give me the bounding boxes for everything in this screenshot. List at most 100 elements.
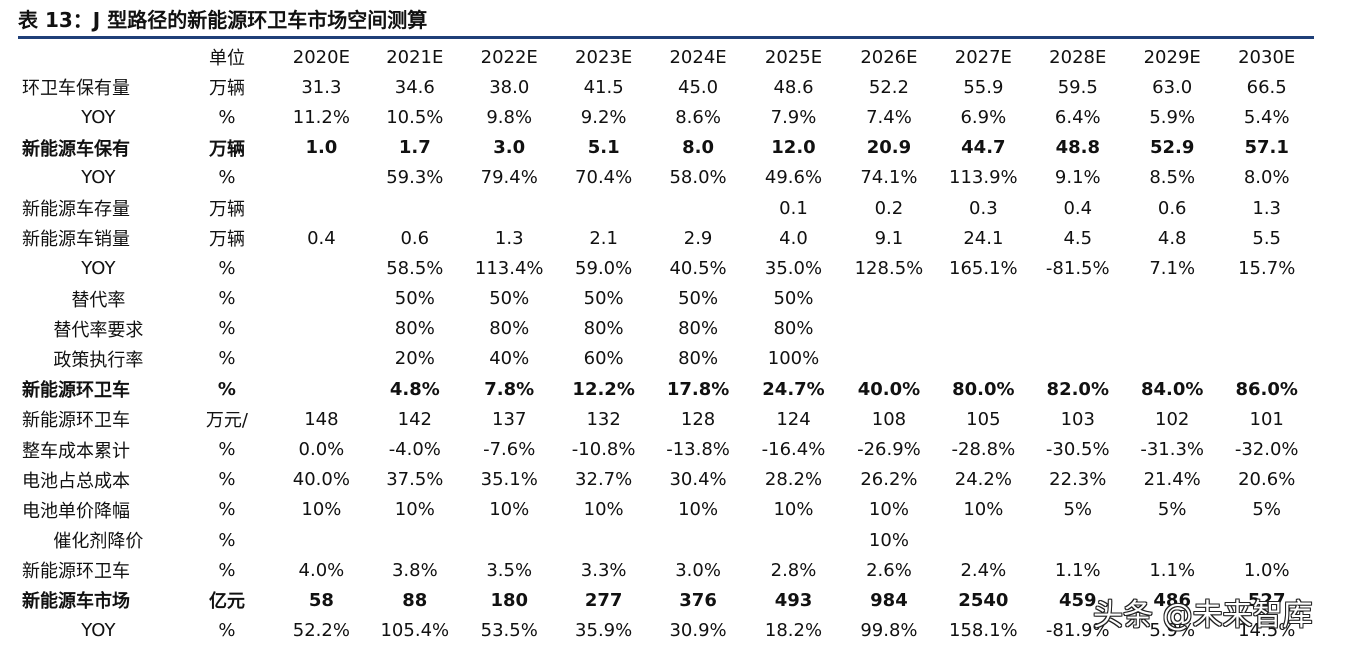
table-cell: 9.1% [1054,167,1101,189]
table-cell: 7.4% [866,106,912,128]
table-cell: 45.0 [678,76,719,98]
table-cell: 7.9% [770,106,817,128]
table-cell: 10% [394,499,435,521]
table-cell: 180 [490,589,529,611]
table-cell: 277 [584,589,623,611]
table-cell: 35.9% [575,620,633,642]
table-cell: 10% [868,529,909,551]
table-cell: -16.4% [761,439,826,461]
table-cell: 10.5% [386,106,444,128]
table-cell: 9.2% [580,106,627,128]
table-cell: 20.9 [866,137,912,159]
table-cell: 5% [1252,499,1281,521]
table-cell [1031,314,1125,344]
table-cell: 1.7 [398,137,431,159]
table-cell: 15.7% [1238,257,1296,279]
table-cell: 35.1% [480,469,538,491]
table-cell: 66.5 [1246,76,1287,98]
table-cell: 2.1 [589,227,618,249]
table-cell: 58.5% [386,257,444,279]
table-cell: 5.9% [1149,106,1196,128]
table-cell: -30.5% [1045,439,1110,461]
table-cell: 12.0 [771,137,816,159]
table-cell [1219,314,1314,344]
table-row: 新能源环卫车% 4.8% 7.8% 12.2% 17.8% 24.7% 40.0% 80.0%… [18,374,1314,404]
table-row: 整车成本累计% 0.0% -4.0% -7.6% -10.8% -13.8% -16.4% -… [18,434,1314,464]
row-label: 电池单价降幅 [22,500,130,522]
row-unit: 万辆 [208,78,245,100]
table-cell [1219,525,1314,555]
table-title: 表 13：J 型路径的新能源环卫车市场空间测算 [18,8,428,32]
row-unit: % [218,288,236,310]
row-label: YOY [81,257,116,279]
table-cell: 79.4% [480,167,538,189]
table-cell: 8.0 [682,137,715,159]
table-cell: 128.5% [854,257,924,279]
table-cell: 57.1 [1244,137,1289,159]
table-cell: 4.0 [779,227,808,249]
table-cell: 1.0% [1243,559,1290,581]
table-cell: 10% [489,499,530,521]
table-cell: 2540 [958,589,1009,611]
header-year-cell: 2027E [954,46,1012,68]
table-cell: 50% [583,288,624,310]
table-cell: 32.7% [575,469,633,491]
table-cell: -7.6% [483,439,536,461]
table-row: 新能源车市场 亿元 58 88 180 277 376 493 984 2540 459 486 527 [18,585,1314,615]
table-cell: 8.6% [675,106,721,128]
table-cell [1219,284,1314,314]
table-cell [1125,525,1219,555]
table-cell: 59.3% [386,167,444,189]
table-cell: 8.5% [1149,167,1196,189]
table-row: 替代率% 50% 50% 50% 50% 50% [18,284,1314,314]
table-row: 新能源车销量 万辆 0.4 0.6 1.3 2.1 2.9 4.0 9.1 24.1 4.5 4.8 5… [18,223,1314,253]
table-cell [842,344,936,374]
header-year-cell: 2029E [1143,46,1201,68]
header-year-cell: 2025E [764,46,823,68]
table-cell: 59.0% [575,257,633,279]
table-cell: 35.0% [764,257,823,279]
header-year-cell: 2022E [480,46,538,68]
table-cell: 7.1% [1149,257,1196,279]
table-cell: 1.0 [305,137,338,159]
table-row: 新能源车保有 万辆 1.0 1.7 3.0 5.1 8.0 12.0 20.9 44.7 48.8 5… [18,133,1314,163]
table-cell [1031,525,1125,555]
table-cell: 1.1% [1149,559,1196,581]
table-cell: 40.0% [292,469,350,491]
row-label: YOY [81,620,116,642]
table-cell: 80% [394,318,435,340]
table-cell: 9.1 [874,227,904,249]
table-cell: 103 [1060,408,1095,430]
table-cell: 18.2% [764,620,823,642]
row-label: 新能源车销量 [22,229,130,251]
header-year-cell: 2028E [1049,46,1107,68]
table-cell [1125,344,1219,374]
table-cell [1125,314,1219,344]
table-cell [275,314,367,344]
table-cell: 1.3 [1252,197,1282,219]
table-cell: -10.8% [571,439,636,461]
table-cell: 40.5% [669,257,727,279]
header-year-cell: 2020E [292,46,350,68]
table-cell: 105 [966,408,1001,430]
table-row: YOY% 11.2% 10.5% 9.8% 9.2% 8.6% 7.9% 7.4% 6.9% 6.… [18,102,1314,132]
table-cell: 10% [868,499,909,521]
table-cell: 12.2% [572,378,635,400]
table-row: 电池占总成本% 40.0% 37.5% 35.1% 32.7% 30.4% 28.2% 26.… [18,465,1314,495]
table-cell: 459 [1058,589,1097,611]
watermark: 头条 @未来智库 [1093,598,1313,633]
table-cell: 4.5 [1063,227,1093,249]
header-unit-cell: 单位 [208,48,245,70]
table-cell: 52.2 [868,76,909,98]
table-cell: 28.2% [764,469,823,491]
table-cell: 2.4% [960,559,1007,581]
table-cell [275,253,367,283]
table-cell: 30.9% [669,620,727,642]
table-cell: 63.0 [1152,76,1193,98]
row-unit: % [218,529,236,551]
table-cell: 50% [773,288,814,310]
table-cell: 984 [870,589,908,611]
table-cell: 10% [963,499,1004,521]
table-cell: 5.9% [1149,620,1196,642]
table-cell: 486 [1153,589,1191,611]
